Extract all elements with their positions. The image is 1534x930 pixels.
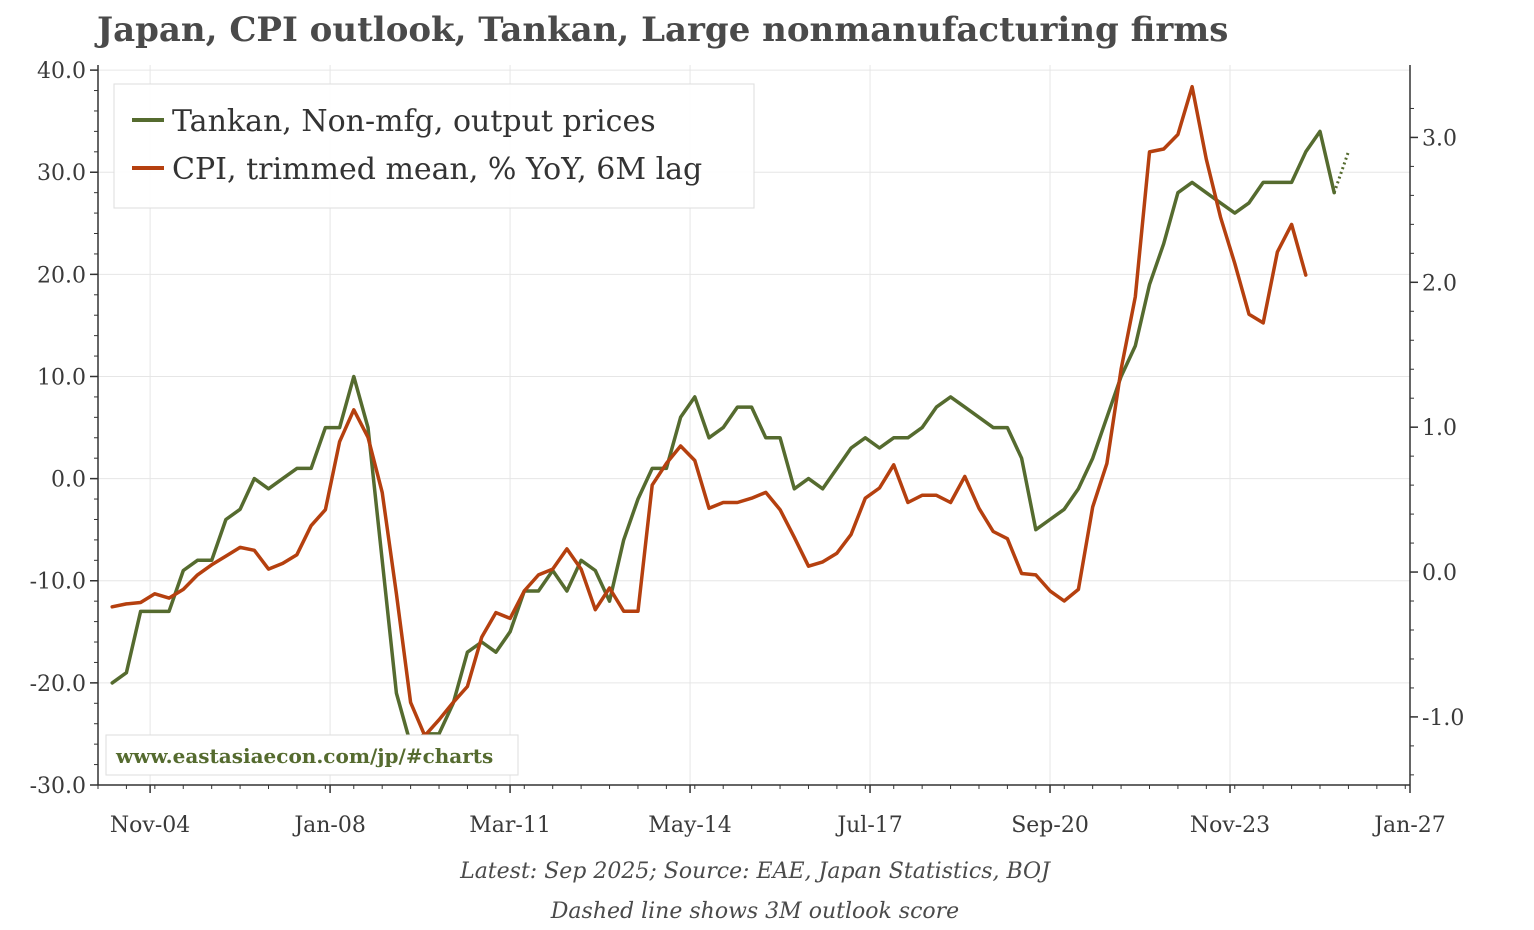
y-left-tick-label: 30.0 bbox=[37, 161, 86, 186]
series-line-cpi bbox=[110, 84, 1308, 738]
footer-source: Latest: Sep 2025; Source: EAE, Japan Sta… bbox=[459, 859, 1051, 884]
x-tick-label: Jul-17 bbox=[835, 813, 902, 838]
watermark-text: www.eastasiaecon.com/jp/#charts bbox=[115, 744, 493, 768]
legend-box bbox=[113, 83, 755, 209]
x-tick-label: Jan-27 bbox=[1372, 813, 1446, 838]
series-line-tankan bbox=[110, 129, 1336, 746]
y-left-tick-label: -10.0 bbox=[30, 570, 86, 595]
y-left-tick-label: 10.0 bbox=[37, 365, 86, 390]
x-tick-label: Nov-04 bbox=[110, 813, 190, 838]
legend-label-cpi: CPI, trimmed mean, % YoY, 6M lag bbox=[172, 152, 702, 187]
y-right-tick-label: 1.0 bbox=[1422, 416, 1457, 441]
x-tick-label: Nov-23 bbox=[1190, 813, 1270, 838]
watermark: www.eastasiaecon.com/jp/#charts bbox=[105, 734, 519, 776]
y-left-tick-label: 40.0 bbox=[37, 59, 86, 84]
x-tick-label: Jan-08 bbox=[292, 813, 366, 838]
series-line-outlook bbox=[1332, 151, 1350, 194]
y-right-tick-label: 2.0 bbox=[1422, 271, 1457, 296]
watermark-box bbox=[105, 734, 519, 776]
x-tick-label: Sep-20 bbox=[1011, 813, 1089, 838]
y-left-tick-label: 0.0 bbox=[51, 468, 86, 493]
y-right-tick-label: 0.0 bbox=[1422, 561, 1457, 586]
legend-label-tankan: Tankan, Non-mfg, output prices bbox=[172, 104, 656, 139]
y-left-tick-label: 20.0 bbox=[37, 263, 86, 288]
y-left-tick-label: -20.0 bbox=[30, 672, 86, 697]
x-tick-label: Mar-11 bbox=[469, 813, 551, 838]
y-right-tick-label: 3.0 bbox=[1422, 126, 1457, 151]
chart-axes: 40.0 30.0 20.0 10.0 0.0 -10.0 -20.0 -30.0 3.0 2.0… bbox=[30, 59, 1465, 838]
chart-title: Japan, CPI outlook, Tankan, Large nonman… bbox=[97, 10, 1229, 50]
footer-note: Dashed line shows 3M outlook score bbox=[550, 899, 959, 924]
y-right-tick-label: -1.0 bbox=[1422, 706, 1464, 731]
chart-series bbox=[110, 84, 1350, 746]
y-left-tick-label: -30.0 bbox=[30, 774, 86, 799]
legend: Tankan, Non-mfg, output prices CPI, trim… bbox=[113, 83, 755, 209]
x-tick-label: May-14 bbox=[648, 813, 732, 838]
